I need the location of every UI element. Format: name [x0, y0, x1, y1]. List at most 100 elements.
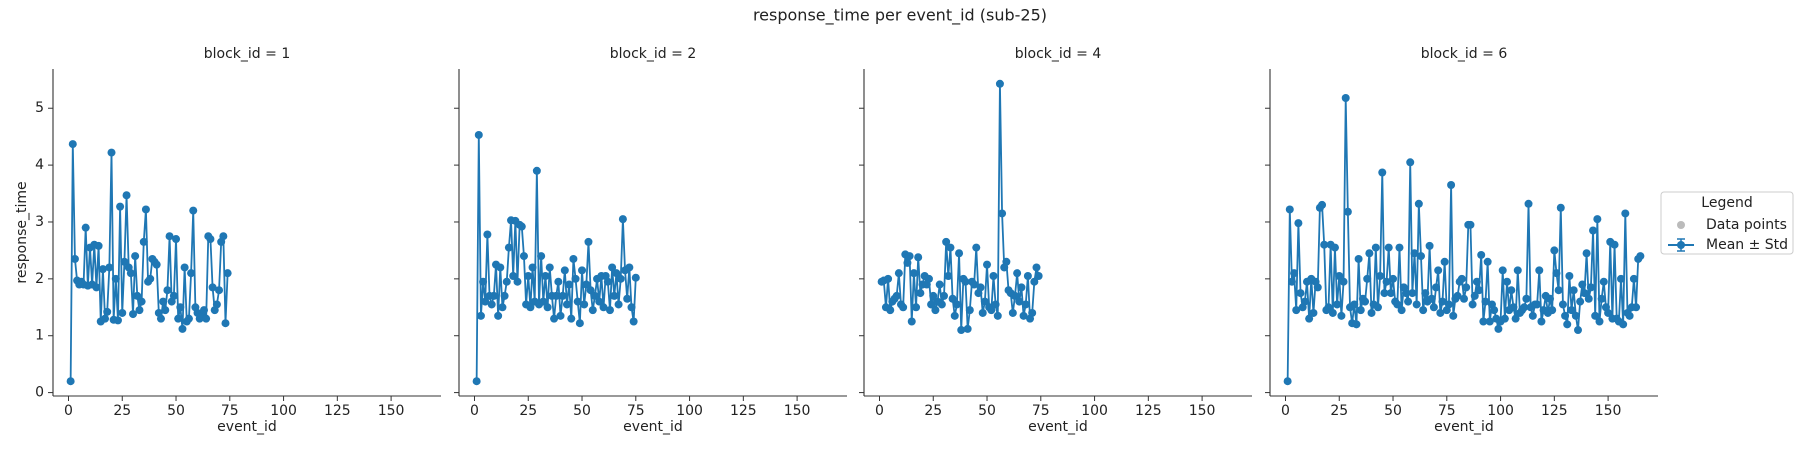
- y-tick-label: 0: [35, 385, 44, 401]
- mean-point: [1546, 294, 1555, 303]
- mean-point: [894, 269, 903, 278]
- mean-point: [66, 377, 75, 386]
- x-tick-label: 25: [1330, 403, 1348, 419]
- mean-point: [916, 289, 925, 298]
- x-tick-label: 0: [1281, 403, 1290, 419]
- mean-point: [1438, 297, 1447, 306]
- mean-point: [567, 314, 576, 323]
- mean-point: [1367, 308, 1376, 317]
- mean-point: [903, 258, 912, 267]
- mean-point: [1533, 300, 1542, 309]
- mean-point: [998, 209, 1007, 218]
- mean-point: [1440, 257, 1449, 266]
- mean-point: [165, 232, 174, 241]
- legend-title: Legend: [1701, 195, 1752, 211]
- mean-point: [1591, 311, 1600, 320]
- x-tick-label: 0: [64, 403, 73, 419]
- x-tick-label: 75: [1032, 403, 1050, 419]
- mean-point: [1021, 300, 1030, 309]
- mean-point: [1017, 283, 1026, 292]
- mean-point: [163, 286, 172, 295]
- mean-point: [1313, 283, 1322, 292]
- mean-point: [474, 130, 483, 139]
- mean-point: [1432, 283, 1441, 292]
- mean-point: [1412, 300, 1421, 309]
- mean-point: [1378, 168, 1387, 177]
- mean-point: [1384, 243, 1393, 252]
- mean-point: [983, 260, 992, 269]
- mean-point: [1002, 257, 1011, 266]
- mean-point: [1356, 306, 1365, 315]
- mean-point: [519, 252, 528, 261]
- mean-point: [1019, 311, 1028, 320]
- mean-point: [212, 300, 221, 309]
- mean-point: [126, 269, 135, 278]
- mean-point: [223, 269, 232, 278]
- legend-marker: [1668, 238, 1694, 252]
- mean-point: [1320, 240, 1329, 249]
- mean-point: [528, 263, 537, 272]
- mean-point: [487, 300, 496, 309]
- mean-point: [569, 254, 578, 263]
- mean-point: [987, 306, 996, 315]
- series: [66, 140, 232, 386]
- panel-title: block_id = 6: [1421, 46, 1508, 62]
- mean-point: [578, 266, 587, 275]
- mean-point: [1309, 308, 1318, 317]
- mean-point: [1582, 249, 1591, 258]
- mean-point: [1522, 294, 1531, 303]
- x-axis-label: event_id: [217, 419, 277, 435]
- mean-point: [608, 263, 617, 272]
- x-tick-label: 50: [167, 403, 185, 419]
- mean-point: [545, 263, 554, 272]
- mean-point: [103, 307, 112, 316]
- mean-point: [472, 377, 481, 386]
- mean-point: [1410, 249, 1419, 258]
- y-tick-label: 3: [35, 214, 44, 230]
- mean-point: [81, 223, 90, 232]
- x-tick-label: 50: [978, 403, 996, 419]
- mean-point: [208, 283, 217, 292]
- mean-point: [1462, 283, 1471, 292]
- mean-point: [1528, 311, 1537, 320]
- mean-point: [944, 272, 953, 281]
- mean-point: [526, 303, 535, 312]
- mean-point: [187, 269, 196, 278]
- mean-point: [68, 140, 77, 149]
- mean-point: [937, 300, 946, 309]
- mean-point: [1625, 311, 1634, 320]
- mean-point: [1554, 286, 1563, 295]
- mean-point: [1578, 280, 1587, 289]
- mean-point: [94, 241, 103, 250]
- mean-point: [1586, 283, 1595, 292]
- mean-point: [178, 324, 187, 333]
- mean-point: [972, 243, 981, 252]
- mean-point: [494, 311, 503, 320]
- mean-point: [118, 308, 127, 317]
- mean-point: [595, 297, 604, 306]
- mean-point: [948, 294, 957, 303]
- mean-point: [1466, 220, 1475, 229]
- x-tick-label: 125: [730, 403, 757, 419]
- mean-point: [498, 303, 507, 312]
- series-line: [475, 134, 637, 382]
- mean-point: [1619, 320, 1628, 329]
- mean-point: [1429, 303, 1438, 312]
- mean-point: [989, 272, 998, 281]
- mean-point: [1617, 274, 1626, 283]
- mean-point: [184, 314, 193, 323]
- mean-point: [565, 280, 574, 289]
- mean-point: [1580, 289, 1589, 298]
- x-tick-label: 0: [470, 403, 479, 419]
- mean-point: [1599, 277, 1608, 286]
- y-axis-label: response_time: [14, 181, 30, 283]
- mean-point: [543, 303, 552, 312]
- mean-point: [120, 257, 129, 266]
- mean-point: [1034, 272, 1043, 281]
- mean-point: [517, 222, 526, 231]
- mean-point: [133, 291, 142, 300]
- mean-point: [914, 253, 923, 262]
- mean-point: [1472, 277, 1481, 286]
- mean-point: [111, 274, 120, 283]
- x-tick-label: 100: [1081, 403, 1108, 419]
